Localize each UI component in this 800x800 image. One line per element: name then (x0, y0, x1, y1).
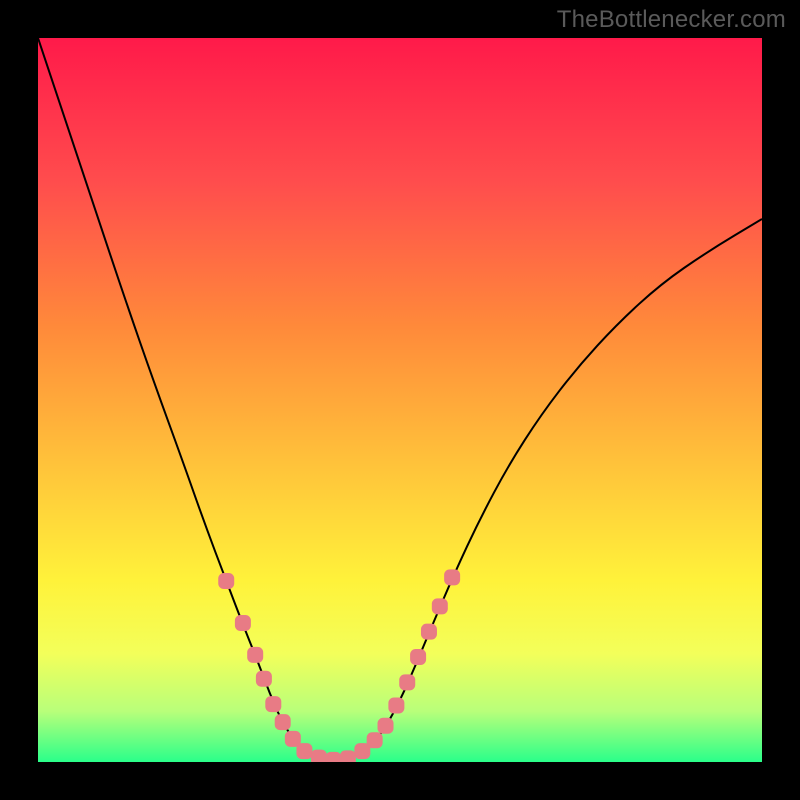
curve-svg (38, 38, 762, 762)
data-marker (378, 718, 394, 734)
data-marker (218, 573, 234, 589)
data-marker (256, 671, 272, 687)
marker-group (218, 569, 460, 762)
data-marker (421, 624, 437, 640)
data-marker (325, 752, 341, 762)
data-marker (367, 732, 383, 748)
plot-area (38, 38, 762, 762)
data-marker (247, 647, 263, 663)
data-marker (296, 743, 312, 759)
data-marker (444, 569, 460, 585)
watermark-text: TheBottlenecker.com (557, 6, 786, 34)
data-marker (340, 750, 356, 762)
data-marker (388, 698, 404, 714)
data-marker (275, 714, 291, 730)
bottleneck-curve (38, 38, 762, 760)
data-marker (399, 674, 415, 690)
data-marker (311, 750, 327, 762)
data-marker (410, 649, 426, 665)
data-marker (235, 615, 251, 631)
data-marker (432, 598, 448, 614)
data-marker (285, 731, 301, 747)
data-marker (265, 696, 281, 712)
